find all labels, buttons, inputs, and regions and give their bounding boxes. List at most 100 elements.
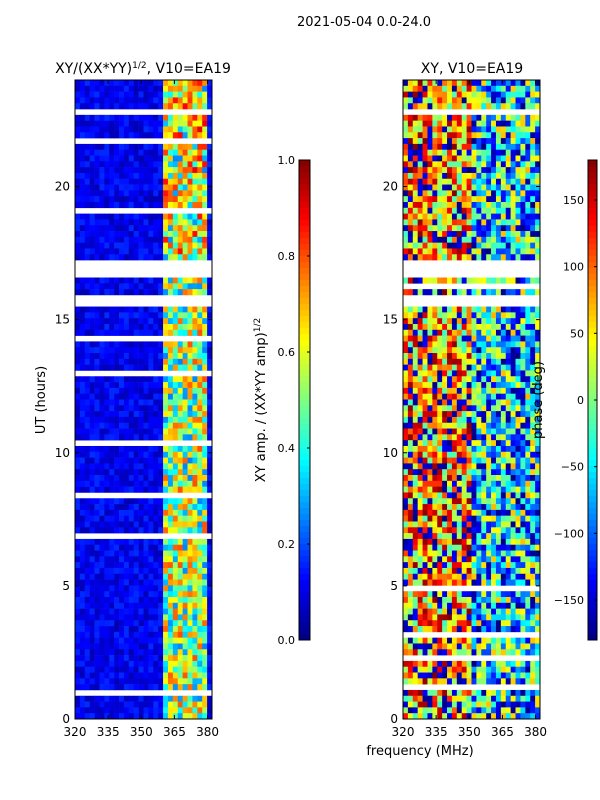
heatmap-cell bbox=[407, 329, 414, 336]
heatmap-cell bbox=[177, 149, 183, 156]
heatmap-cell bbox=[510, 376, 516, 383]
heatmap-cell bbox=[109, 614, 115, 621]
heatmap-cell bbox=[114, 637, 120, 644]
heatmap-cell bbox=[481, 428, 487, 435]
heatmap-cell bbox=[94, 120, 100, 127]
heatmap-cell bbox=[530, 353, 536, 360]
heatmap-cell bbox=[432, 155, 438, 162]
heatmap-cell bbox=[417, 358, 423, 365]
heatmap-cell bbox=[505, 196, 511, 203]
heatmap-cell bbox=[515, 312, 521, 319]
heatmap-cell bbox=[187, 591, 193, 598]
heatmap-cell bbox=[437, 358, 443, 365]
heatmap-cell bbox=[123, 126, 130, 133]
heatmap-cell bbox=[412, 492, 418, 499]
heatmap-cell bbox=[427, 85, 433, 92]
heatmap-cell bbox=[422, 196, 428, 203]
heatmap-cell bbox=[447, 149, 453, 156]
heatmap-cell bbox=[427, 236, 433, 243]
heatmap-cell bbox=[417, 335, 423, 342]
heatmap-cell bbox=[172, 434, 179, 441]
heatmap-cell bbox=[515, 126, 521, 133]
heatmap-cell bbox=[192, 196, 198, 203]
heatmap-cell bbox=[515, 167, 521, 174]
heatmap-cell bbox=[403, 405, 409, 412]
heatmap-cell bbox=[143, 120, 149, 127]
heatmap-cell bbox=[471, 498, 477, 505]
heatmap-cell bbox=[437, 196, 443, 203]
heatmap-cell bbox=[486, 277, 492, 284]
heatmap-cell bbox=[427, 445, 433, 453]
heatmap-cell bbox=[530, 329, 536, 336]
heatmap-cell bbox=[412, 358, 418, 365]
heatmap-cell bbox=[84, 614, 90, 621]
heatmap-cell bbox=[128, 672, 135, 679]
y-tick-label: 10 bbox=[55, 446, 70, 460]
heatmap-cell bbox=[172, 509, 179, 516]
heatmap-cell bbox=[197, 201, 203, 209]
heatmap-cell bbox=[138, 196, 144, 203]
heatmap-cell bbox=[153, 219, 159, 226]
heatmap-cell bbox=[133, 103, 139, 110]
heatmap-cell bbox=[530, 97, 536, 104]
heatmap-cell bbox=[461, 527, 467, 534]
heatmap-cell bbox=[442, 248, 448, 255]
heatmap-cell bbox=[471, 91, 477, 98]
heatmap-cell bbox=[167, 469, 174, 476]
heatmap-cell bbox=[417, 504, 423, 511]
heatmap-cell bbox=[192, 521, 198, 528]
heatmap-cell bbox=[192, 678, 198, 685]
heatmap-cell bbox=[427, 422, 433, 429]
heatmap-cell bbox=[427, 103, 433, 110]
heatmap-cell bbox=[119, 660, 125, 668]
heatmap-cell bbox=[79, 393, 86, 400]
heatmap-cell bbox=[515, 370, 521, 377]
heatmap-cell bbox=[505, 475, 511, 482]
heatmap-cell bbox=[407, 277, 414, 284]
heatmap-cell bbox=[495, 126, 502, 133]
heatmap-cell bbox=[99, 713, 105, 720]
colorbar-step bbox=[299, 220, 310, 227]
heatmap-cell bbox=[202, 486, 208, 493]
heatmap-cell bbox=[197, 666, 203, 673]
heatmap-cell bbox=[138, 91, 144, 98]
heatmap-cell bbox=[417, 329, 423, 336]
heatmap-cell bbox=[447, 538, 453, 546]
heatmap-cell bbox=[187, 283, 193, 290]
heatmap-cell bbox=[202, 660, 208, 668]
heatmap-cell bbox=[158, 155, 164, 162]
heatmap-cell bbox=[486, 457, 492, 464]
heatmap-cell bbox=[148, 85, 154, 92]
heatmap-cell bbox=[104, 713, 110, 720]
heatmap-cell bbox=[94, 666, 100, 673]
heatmap-cell bbox=[417, 80, 423, 87]
heatmap-cell bbox=[491, 387, 497, 394]
heatmap-cell bbox=[403, 318, 409, 325]
heatmap-cell bbox=[500, 178, 507, 185]
heatmap-cell bbox=[491, 498, 497, 505]
heatmap-cell bbox=[432, 567, 438, 575]
heatmap-cell bbox=[202, 167, 208, 174]
heatmap-cell bbox=[94, 225, 100, 232]
heatmap-cell bbox=[451, 504, 458, 511]
heatmap-cell bbox=[535, 277, 541, 284]
heatmap-cell bbox=[407, 306, 414, 313]
heatmap-cell bbox=[505, 353, 511, 360]
heatmap-cell bbox=[138, 620, 144, 627]
heatmap-cell bbox=[515, 492, 521, 499]
heatmap-cell bbox=[109, 509, 115, 516]
heatmap-cell bbox=[456, 509, 463, 516]
heatmap-cell bbox=[75, 405, 81, 412]
heatmap-cell bbox=[471, 399, 477, 406]
heatmap-cell bbox=[119, 225, 125, 232]
heatmap-cell bbox=[109, 602, 115, 609]
heatmap-cell bbox=[143, 364, 149, 371]
heatmap-cell bbox=[202, 469, 208, 476]
heatmap-cell bbox=[471, 155, 477, 162]
heatmap-cell bbox=[94, 97, 100, 104]
heatmap-cell bbox=[412, 550, 418, 557]
heatmap-cell bbox=[133, 405, 139, 412]
heatmap-cell bbox=[530, 358, 536, 365]
heatmap-cell bbox=[128, 538, 135, 546]
heatmap-cell bbox=[456, 538, 463, 546]
